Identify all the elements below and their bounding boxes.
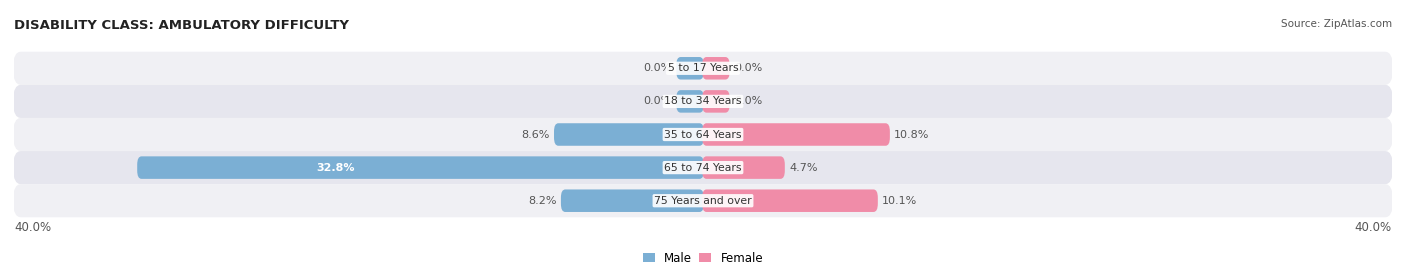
FancyBboxPatch shape [13, 151, 1393, 184]
FancyBboxPatch shape [13, 118, 1393, 151]
Text: 0.0%: 0.0% [644, 96, 672, 107]
FancyBboxPatch shape [561, 189, 704, 212]
FancyBboxPatch shape [13, 184, 1393, 217]
Text: 65 to 74 Years: 65 to 74 Years [664, 162, 742, 173]
FancyBboxPatch shape [702, 57, 730, 80]
FancyBboxPatch shape [13, 52, 1393, 85]
FancyBboxPatch shape [702, 123, 890, 146]
Text: 0.0%: 0.0% [734, 96, 762, 107]
FancyBboxPatch shape [13, 85, 1393, 118]
Text: 35 to 64 Years: 35 to 64 Years [664, 129, 742, 140]
Text: 0.0%: 0.0% [644, 63, 672, 73]
FancyBboxPatch shape [702, 156, 785, 179]
Text: DISABILITY CLASS: AMBULATORY DIFFICULTY: DISABILITY CLASS: AMBULATORY DIFFICULTY [14, 19, 349, 32]
Text: 10.1%: 10.1% [882, 196, 917, 206]
FancyBboxPatch shape [554, 123, 704, 146]
Legend: Male, Female: Male, Female [638, 247, 768, 269]
Text: 40.0%: 40.0% [14, 221, 51, 234]
FancyBboxPatch shape [676, 90, 704, 113]
FancyBboxPatch shape [676, 57, 704, 80]
Text: 5 to 17 Years: 5 to 17 Years [668, 63, 738, 73]
Text: 75 Years and over: 75 Years and over [654, 196, 752, 206]
Text: 8.6%: 8.6% [522, 129, 550, 140]
FancyBboxPatch shape [138, 156, 704, 179]
Text: Source: ZipAtlas.com: Source: ZipAtlas.com [1281, 19, 1392, 29]
Text: 40.0%: 40.0% [1355, 221, 1392, 234]
FancyBboxPatch shape [702, 90, 730, 113]
Text: 10.8%: 10.8% [894, 129, 929, 140]
Text: 4.7%: 4.7% [789, 162, 818, 173]
FancyBboxPatch shape [702, 189, 877, 212]
Text: 32.8%: 32.8% [316, 162, 356, 173]
Text: 0.0%: 0.0% [734, 63, 762, 73]
Text: 18 to 34 Years: 18 to 34 Years [664, 96, 742, 107]
Text: 8.2%: 8.2% [529, 196, 557, 206]
